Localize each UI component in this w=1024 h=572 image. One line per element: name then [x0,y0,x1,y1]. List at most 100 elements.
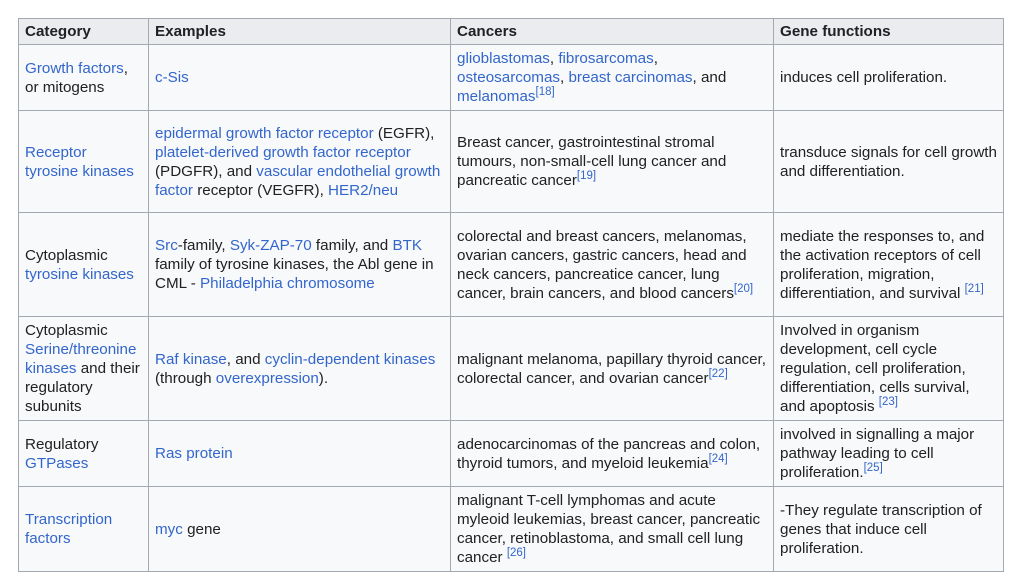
citation-link[interactable]: [22] [708,367,728,380]
cancers-cell: adenocarcinomas of the pancreas and colo… [450,420,774,487]
cell-text: -family, [177,237,230,254]
citation-link[interactable]: [26] [506,546,526,559]
cell-text: family, and [311,237,393,254]
gene-functions-cell: -They regulate transcription of genes th… [773,486,1004,572]
wiki-link[interactable]: Transcription factors [25,511,113,547]
citation-link[interactable]: [21] [964,282,984,295]
examples-cell: epidermal growth factor receptor (EGFR),… [148,110,451,213]
wiki-link[interactable]: Growth factors [25,59,124,77]
cell-text: family of tyrosine kinases, the Abl gene… [155,256,434,292]
wiki-link[interactable]: Syk-ZAP-70 [229,237,312,254]
cell-text: , and [692,69,727,86]
header-examples: Examples [148,18,451,45]
wiki-link[interactable]: Raf kinase [155,350,227,368]
cancers-cell: glioblastomas, fibrosarcomas, osteosarco… [450,44,774,111]
cell-text: Cytoplasmic [25,322,108,339]
cell-text: , [559,69,569,86]
wiki-link[interactable]: vascular endothelial growth factor [155,162,441,199]
cell-text: , [549,50,559,67]
cell-text: , [653,50,658,67]
cell-text: Involved in organism development, cell c… [780,322,970,415]
wiki-link[interactable]: breast carcinomas [568,69,693,86]
cell-text: mediate the responses to, and the activa… [780,227,985,302]
wiki-link[interactable]: overexpression [215,369,319,387]
examples-cell: Ras protein [148,420,451,487]
cell-text: induces cell proliferation. [780,69,948,86]
category-cell: Regulatory GTPases [18,420,149,487]
cancers-cell: Breast cancer, gastrointestinal stromal … [450,110,774,213]
wiki-link[interactable]: Ras protein [155,445,233,462]
gene-functions-cell: Involved in organism development, cell c… [773,316,1004,421]
cell-text: gene [182,520,221,538]
examples-cell: myc gene [148,486,451,572]
cell-text: adenocarcinomas of the pancreas and colo… [457,435,761,472]
cell-text: -They regulate transcription of genes th… [780,501,982,557]
table-row: Cytoplasmic tyrosine kinases Src-family,… [18,212,1004,317]
wiki-link[interactable]: fibrosarcomas [558,50,654,67]
category-cell: Receptor tyrosine kinases [18,110,149,213]
wiki-link[interactable]: c-Sis [155,69,189,86]
header-row: Category Examples Cancers Gene functions [18,18,1004,45]
table-row: Growth factors, or mitogens c-Sis gliobl… [18,44,1004,111]
wiki-link[interactable]: platelet-derived growth factor receptor [155,143,411,161]
cell-text: and their regulatory subunits [25,360,140,415]
table-row: Regulatory GTPases Ras protein adenocarc… [18,420,1004,487]
citation-link[interactable]: [18] [535,85,555,98]
header-category: Category [18,18,149,45]
examples-cell: c-Sis [148,44,451,111]
gene-functions-cell: involved in signalling a major pathway l… [773,420,1004,487]
cell-text: Cytoplasmic [25,246,108,264]
citation-link[interactable]: [24] [708,452,728,465]
cell-text: Breast cancer, gastrointestinal stromal … [457,134,727,189]
cell-text: Regulatory [25,435,99,453]
wiki-link[interactable]: epidermal growth factor receptor [155,124,374,142]
wiki-link[interactable]: GTPases [25,454,89,472]
wiki-link[interactable]: Serine/threonine kinases [25,341,137,377]
header-cancers: Cancers [450,18,774,45]
wiki-link[interactable]: cyclin-dependent kinases [264,350,436,368]
cell-text: (through [155,369,216,387]
examples-cell: Raf kinase, and cyclin-dependent kinases… [148,316,451,421]
wiki-link[interactable]: Philadelphia chromosome [200,275,375,292]
wiki-link[interactable]: myc [155,520,183,538]
citation-link[interactable]: [25] [863,461,883,474]
table-row: Cytoplasmic Serine/threonine kinases and… [18,316,1004,421]
oncogene-table: Category Examples Cancers Gene functions… [18,18,1004,572]
wiki-link[interactable]: HER2/neu [328,181,399,199]
cell-text: transduce signals for cell growth and di… [780,143,997,180]
cell-text: receptor (VEGFR), [192,181,329,199]
examples-cell: Src-family, Syk-ZAP-70 family, and BTK f… [148,212,451,317]
cancers-cell: colorectal and breast cancers, melanomas… [450,212,774,317]
cell-text: (PDGFR), and [155,162,257,180]
category-cell: Cytoplasmic Serine/threonine kinases and… [18,316,149,421]
cancers-cell: malignant melanoma, papillary thyroid ca… [450,316,774,421]
citation-link[interactable]: [23] [878,395,898,408]
category-cell: Transcription factors [18,486,149,572]
citation-link[interactable]: [19] [576,169,597,182]
cell-text: (EGFR), [373,124,435,142]
cell-text: malignant melanoma, papillary thyroid ca… [457,350,766,387]
gene-functions-cell: transduce signals for cell growth and di… [773,110,1004,213]
table-row: Receptor tyrosine kinases epidermal grow… [18,110,1004,213]
category-cell: Cytoplasmic tyrosine kinases [18,212,149,317]
cancers-cell: malignant T-cell lymphomas and acute myl… [450,486,774,572]
wiki-link[interactable]: Receptor tyrosine kinases [25,143,134,180]
cell-text: , and [226,350,265,368]
cell-text: ). [318,369,329,387]
header-gene-functions: Gene functions [773,18,1004,45]
cell-text: , or mitogens [25,59,128,96]
cell-text: colorectal and breast cancers, melanomas… [457,227,747,302]
wiki-link[interactable]: osteosarcomas [457,69,560,86]
category-cell: Growth factors, or mitogens [18,44,149,111]
cell-text: malignant T-cell lymphomas and acute myl… [457,492,761,566]
wiki-link[interactable]: glioblastomas [457,50,550,67]
wiki-link[interactable]: Src [155,237,178,254]
wiki-link[interactable]: melanomas [457,88,536,105]
gene-functions-cell: induces cell proliferation. [773,44,1004,111]
table-row: Transcription factors myc gene malignant… [18,486,1004,572]
wiki-link[interactable]: tyrosine kinases [25,265,134,283]
wiki-link[interactable]: BTK [392,237,422,254]
citation-link[interactable]: [20] [733,282,754,295]
gene-functions-cell: mediate the responses to, and the activa… [773,212,1004,317]
cell-text: involved in signalling a major pathway l… [780,426,975,481]
